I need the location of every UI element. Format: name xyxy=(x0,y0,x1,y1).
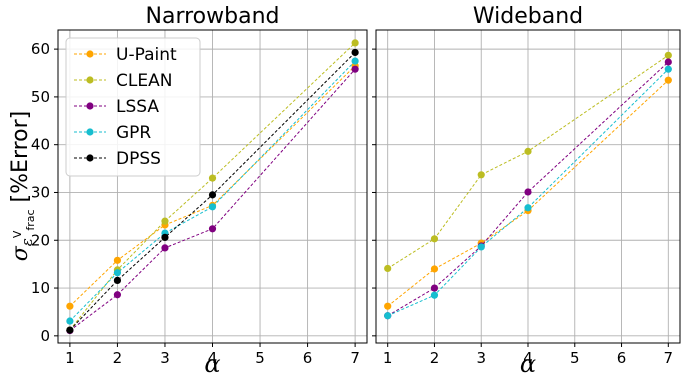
x-tick-label-2: 2 xyxy=(113,349,123,367)
y-axis-label: σεVfrac [%Error] xyxy=(8,111,37,262)
legend-marker-dpss xyxy=(86,154,94,162)
legend-marker-u-paint xyxy=(86,50,94,58)
x-axis-label: α xyxy=(204,350,220,378)
data-point-gpr-1 xyxy=(66,317,74,325)
data-point-clean-3 xyxy=(161,217,169,225)
x-tick-label-3: 3 xyxy=(476,349,486,367)
x-tick-label-3: 3 xyxy=(160,349,170,367)
x-tick-label-6: 6 xyxy=(303,349,313,367)
data-point-gpr-4 xyxy=(208,203,217,211)
y-tick-label-10: 10 xyxy=(31,279,50,297)
legend-label-u-paint: U-Paint xyxy=(116,45,177,65)
legend-marker-lssa xyxy=(86,102,94,110)
data-point-gpr-3 xyxy=(477,243,485,251)
panel-title: Narrowband xyxy=(146,4,280,29)
data-point-lssa-7 xyxy=(351,65,359,73)
legend: U-Paint CLEAN LSSA GPR DPSS xyxy=(65,37,201,177)
data-point-lssa-4 xyxy=(208,225,217,233)
data-point-dpss-2 xyxy=(113,276,122,284)
data-point-lssa-4 xyxy=(524,188,532,196)
x-tick-label-5: 5 xyxy=(255,349,265,367)
data-point-u-paint-7 xyxy=(664,76,672,84)
data-point-lssa-3 xyxy=(161,244,169,252)
legend-label-gpr: GPR xyxy=(116,123,151,143)
series-line-gpr xyxy=(387,68,669,317)
y-tick-label-40: 40 xyxy=(31,136,50,154)
data-point-clean-3 xyxy=(477,171,485,179)
legend-label-dpss: DPSS xyxy=(116,149,161,169)
legend-box xyxy=(65,37,201,177)
narrowband-panel: 1 2 3 4 5 6 7 0 10 20 30 40 50 60 Narrowband α U-Paint CL… xyxy=(31,4,368,378)
legend-marker-clean xyxy=(86,76,94,84)
data-point-dpss-7 xyxy=(351,48,359,57)
y-tick-label-0: 0 xyxy=(40,327,50,345)
data-point-clean-4 xyxy=(524,147,532,155)
data-point-u-paint-1 xyxy=(384,302,392,310)
series-line-clean xyxy=(387,54,669,269)
y-tick-label-20: 20 xyxy=(31,231,50,249)
series-line-clean xyxy=(69,42,356,331)
data-point-lssa-2 xyxy=(113,291,122,299)
x-tick-label-7: 7 xyxy=(350,349,360,367)
data-point-clean-1 xyxy=(384,264,392,273)
data-point-clean-7 xyxy=(351,39,359,47)
legend-label-clean: CLEAN xyxy=(116,71,172,91)
panel-title: Wideband xyxy=(473,4,583,29)
x-tick-label-1: 1 xyxy=(383,349,393,367)
data-point-clean-7 xyxy=(664,51,672,59)
data-point-u-paint-2 xyxy=(113,256,122,264)
x-tick-label-5: 5 xyxy=(570,349,580,367)
data-point-dpss-4 xyxy=(208,191,217,199)
legend-marker-gpr xyxy=(86,128,94,136)
y-tick-label-30: 30 xyxy=(31,183,50,201)
x-axis-label: α xyxy=(520,350,536,378)
data-point-clean-4 xyxy=(208,174,217,182)
data-point-gpr-4 xyxy=(524,204,532,212)
data-point-dpss-1 xyxy=(66,326,74,334)
y-tick-label-50: 50 xyxy=(31,88,50,106)
data-point-gpr-2 xyxy=(430,291,439,299)
data-point-u-paint-1 xyxy=(66,302,74,310)
x-tick-label-4: 4 xyxy=(523,349,533,367)
wideband-panel: 1 2 3 4 5 6 7 Wideband α xyxy=(372,4,681,378)
x-tick-label-6: 6 xyxy=(617,349,627,367)
data-point-gpr-2 xyxy=(113,269,122,277)
y-tick-label-60: 60 xyxy=(31,40,50,58)
series-line-gpr xyxy=(69,60,356,322)
data-point-clean-2 xyxy=(430,235,439,243)
x-tick-label-4: 4 xyxy=(208,349,218,367)
data-point-gpr-1 xyxy=(384,312,392,320)
data-point-u-paint-2 xyxy=(430,265,439,273)
data-point-lssa-2 xyxy=(430,284,439,292)
x-tick-label-7: 7 xyxy=(664,349,674,367)
x-tick-label-2: 2 xyxy=(430,349,440,367)
legend-label-lssa: LSSA xyxy=(116,97,159,117)
data-point-lssa-7 xyxy=(664,58,672,66)
data-point-gpr-7 xyxy=(664,65,672,73)
data-point-dpss-3 xyxy=(161,233,169,241)
x-tick-label-1: 1 xyxy=(65,349,75,367)
data-point-gpr-7 xyxy=(351,57,359,65)
